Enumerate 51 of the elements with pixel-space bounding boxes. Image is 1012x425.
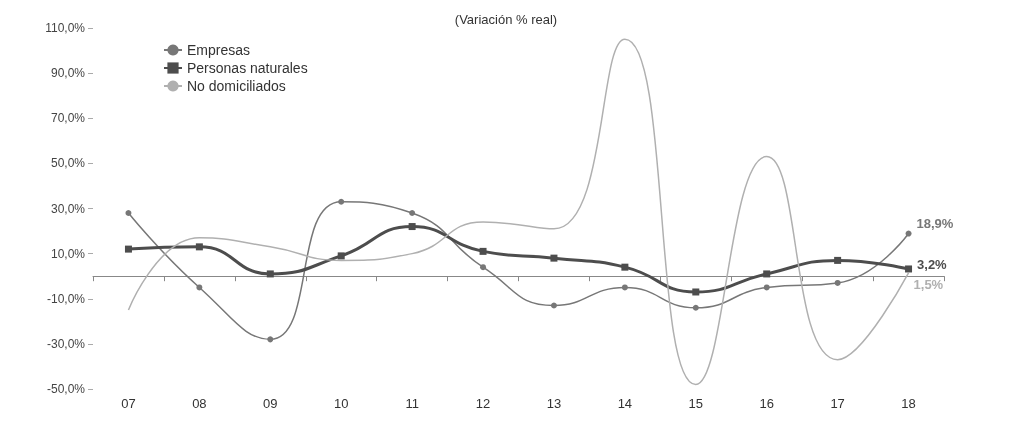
y-tick-label: 50,0% [50,156,86,171]
point [692,304,699,311]
y-tick-label: 110,0% [45,21,86,35]
data-label: 18,9% [916,216,954,232]
point [479,247,487,255]
point [266,270,274,278]
x-tick-label: 10 [333,396,349,411]
x-tick-label: 12 [475,396,491,411]
legend-label: Personas naturales [187,60,308,76]
y-tick-label: 10,0% [50,246,86,261]
point [550,254,558,262]
point [196,284,203,291]
point [337,252,345,260]
y-tick-label: 70,0% [50,111,86,126]
x-tick-label: 09 [263,396,278,411]
point [692,288,700,296]
y-tick-label: -10,0% [46,291,86,306]
point [267,336,274,343]
y-tick-label: -50,0% [46,382,86,396]
point [905,265,913,273]
y-tick-label: 90,0% [50,66,86,81]
point [409,210,416,217]
x-tick-label: 14 [617,396,633,411]
y-tick-label: -30,0% [46,336,86,351]
point [621,263,629,271]
x-tick-label: 17 [830,396,845,411]
point [408,223,416,231]
point [621,284,628,291]
x-tick-label: 07 [121,396,136,411]
y-tick-label: 30,0% [50,201,86,216]
x-tick-label: 16 [759,396,774,411]
point [195,243,203,251]
point [905,230,912,237]
point [338,198,345,205]
point [834,279,841,286]
point [480,264,487,271]
x-tick-label: 15 [688,396,704,411]
legend-label: Empresas [187,42,251,58]
point [834,256,842,264]
x-tick-label: 08 [192,396,207,411]
chart-title: (Variación % real) [454,12,558,27]
point [124,245,132,253]
point [550,302,557,309]
point [125,210,132,217]
legend-label: No domiciliados [187,78,286,94]
x-tick-label: 11 [405,396,419,411]
data-label: 3,2% [917,257,948,273]
data-label: 1,5% [913,277,944,293]
x-tick-label: 13 [546,396,562,411]
x-tick-label: 18 [901,396,916,411]
point [763,270,771,278]
